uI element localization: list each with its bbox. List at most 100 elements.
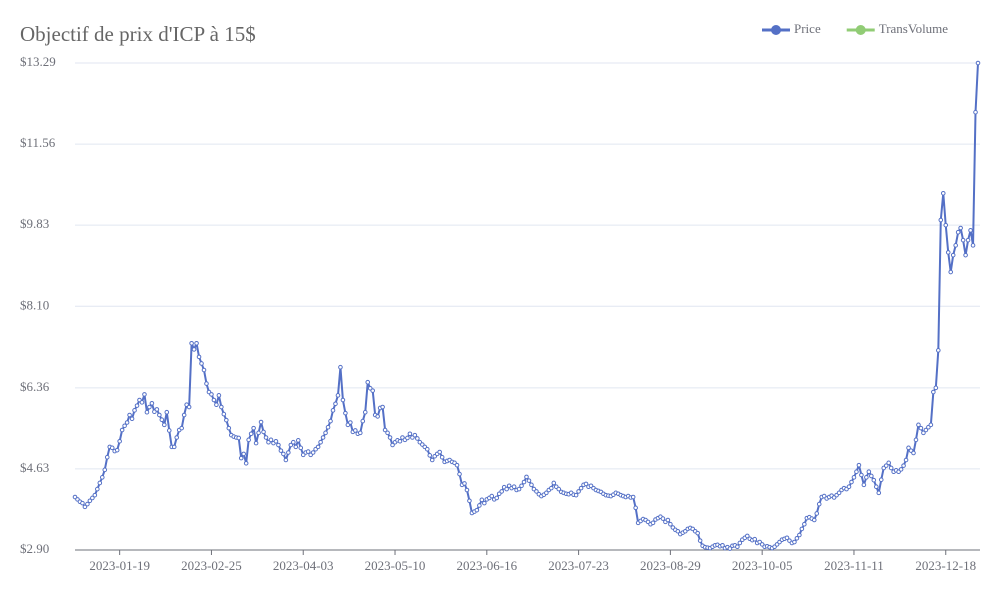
price-point bbox=[479, 497, 485, 503]
price-point bbox=[811, 517, 817, 523]
price-point bbox=[256, 430, 261, 436]
price-point bbox=[940, 191, 946, 196]
price-point bbox=[968, 228, 973, 233]
price-point bbox=[236, 435, 242, 441]
price-point bbox=[965, 237, 971, 243]
price-point bbox=[429, 457, 435, 463]
price-point bbox=[387, 435, 393, 440]
price-point bbox=[149, 400, 155, 406]
price-point bbox=[494, 495, 500, 501]
price-point bbox=[224, 417, 229, 423]
price-point bbox=[462, 481, 467, 486]
price-point bbox=[95, 486, 100, 492]
price-point bbox=[114, 447, 120, 453]
price-point bbox=[226, 425, 232, 431]
price-point bbox=[166, 428, 172, 433]
price-point bbox=[310, 450, 316, 455]
price-point bbox=[916, 422, 921, 428]
legend-label: Price bbox=[794, 21, 821, 36]
price-point bbox=[97, 480, 103, 486]
price-point bbox=[323, 430, 328, 436]
price-point bbox=[201, 367, 207, 373]
price-point bbox=[102, 467, 108, 473]
price-point bbox=[859, 472, 864, 478]
price-point bbox=[849, 479, 854, 485]
legend-marker bbox=[771, 25, 781, 35]
price-point bbox=[139, 400, 145, 405]
price-point bbox=[573, 492, 579, 498]
price-point bbox=[276, 442, 281, 448]
price-point bbox=[90, 495, 95, 501]
price-point bbox=[216, 393, 222, 398]
price-point bbox=[898, 467, 904, 472]
price-point bbox=[482, 500, 487, 506]
price-point bbox=[948, 269, 954, 275]
price-point bbox=[529, 482, 534, 488]
price-point bbox=[194, 340, 199, 346]
x-tick-label: 2023-02-25 bbox=[181, 558, 242, 573]
y-tick-label: $13.29 bbox=[20, 54, 56, 69]
price-point bbox=[412, 432, 418, 438]
price-point bbox=[87, 498, 93, 504]
x-tick-label: 2023-12-18 bbox=[915, 558, 976, 573]
price-point bbox=[464, 487, 470, 493]
price-point bbox=[109, 445, 115, 451]
price-point bbox=[325, 424, 331, 430]
price-point bbox=[439, 454, 445, 460]
price-point bbox=[248, 431, 254, 437]
price-point bbox=[122, 423, 127, 429]
price-point bbox=[950, 252, 956, 258]
price-point bbox=[144, 409, 150, 415]
price-point bbox=[544, 490, 549, 496]
price-point bbox=[278, 448, 284, 453]
price-point bbox=[737, 540, 743, 546]
price-point bbox=[119, 427, 125, 433]
price-point bbox=[415, 436, 420, 441]
price-point bbox=[191, 347, 197, 352]
price-point bbox=[695, 530, 700, 536]
price-point bbox=[633, 505, 638, 511]
price-point bbox=[147, 404, 152, 410]
price-point bbox=[129, 416, 135, 422]
x-tick-label: 2023-11-11 bbox=[824, 558, 884, 573]
price-point bbox=[970, 243, 976, 248]
price-point bbox=[171, 444, 177, 450]
price-point bbox=[735, 544, 740, 550]
price-point bbox=[720, 543, 725, 548]
price-point bbox=[424, 446, 430, 452]
price-point bbox=[214, 402, 219, 407]
price-point bbox=[906, 445, 911, 451]
price-point bbox=[854, 469, 859, 475]
price-point bbox=[928, 422, 934, 428]
price-point bbox=[286, 450, 291, 455]
price-point bbox=[467, 498, 472, 504]
price-point bbox=[489, 493, 495, 499]
price-point bbox=[911, 450, 916, 456]
price-point bbox=[246, 437, 251, 443]
price-point bbox=[305, 449, 311, 454]
price-point bbox=[390, 442, 395, 448]
legend-label: TransVolume bbox=[879, 21, 949, 36]
price-point bbox=[913, 437, 919, 443]
price-point bbox=[291, 439, 296, 445]
x-tick-label: 2023-05-10 bbox=[365, 558, 426, 573]
price-point bbox=[295, 438, 301, 443]
price-point bbox=[385, 430, 390, 436]
price-point bbox=[973, 109, 978, 115]
price-point bbox=[873, 484, 879, 490]
x-tick-label: 2023-06-16 bbox=[456, 558, 517, 573]
price-point bbox=[668, 521, 673, 527]
price-point bbox=[549, 485, 554, 491]
price-point bbox=[320, 435, 326, 440]
price-point bbox=[251, 425, 256, 431]
price-point bbox=[397, 438, 403, 444]
price-point bbox=[856, 462, 862, 468]
price-point bbox=[866, 469, 872, 475]
price-point bbox=[519, 483, 524, 489]
price-point bbox=[281, 451, 286, 457]
price-point bbox=[179, 425, 184, 431]
price-point bbox=[578, 485, 584, 491]
price-point bbox=[583, 481, 589, 487]
price-point bbox=[802, 521, 807, 527]
price-point bbox=[124, 420, 130, 425]
